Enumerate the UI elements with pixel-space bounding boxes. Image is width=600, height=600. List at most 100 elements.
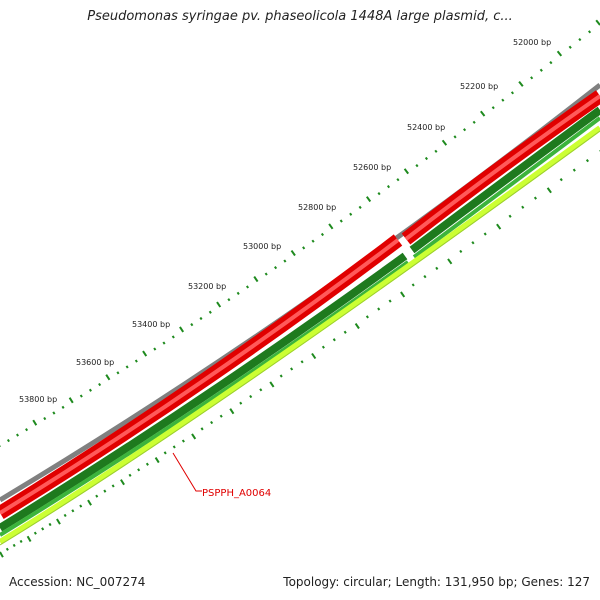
outer-ring-tick bbox=[510, 91, 515, 95]
outer-ring-tick bbox=[171, 335, 175, 339]
inner-ring-tick bbox=[103, 489, 107, 493]
inner-ring-tick bbox=[229, 408, 235, 415]
inner-ring-tick bbox=[533, 196, 538, 200]
inner-ring-tick bbox=[483, 232, 487, 236]
outer-ring-tick bbox=[245, 285, 250, 289]
tick-label-52600: 52600 bp bbox=[353, 163, 391, 172]
outer-ring-tick bbox=[43, 416, 47, 421]
tick-labels: 52000 bp 52200 bp 52400 bp 52600 bp 5280… bbox=[19, 38, 551, 404]
outer-ring-tick bbox=[396, 178, 400, 182]
map-title: Pseudomonas syringae pv. phaseolicola 14… bbox=[87, 9, 513, 24]
outer-ring-tick bbox=[358, 205, 362, 209]
outer-ring-tick bbox=[283, 259, 287, 263]
tick-label-53800: 53800 bp bbox=[19, 395, 57, 404]
outer-ring-tick bbox=[501, 98, 505, 102]
inner-ring-tick bbox=[95, 494, 99, 498]
inner-ring-tick bbox=[111, 484, 115, 488]
inner-ring-tick bbox=[63, 513, 67, 518]
outer-ring-tick bbox=[339, 219, 343, 223]
outer-ring-tick bbox=[199, 316, 203, 321]
inner-ring-tick bbox=[365, 315, 369, 319]
outer-ring-tick bbox=[25, 428, 29, 432]
outer-tick-ring bbox=[0, 19, 600, 447]
inner-ring-tick bbox=[0, 551, 4, 558]
outer-ring-tick bbox=[88, 388, 92, 392]
inner-ring-tick bbox=[343, 330, 347, 334]
inner-ring-tick bbox=[332, 338, 336, 342]
inner-ring-tick bbox=[219, 414, 223, 418]
outer-ring-tick bbox=[463, 128, 467, 132]
outer-ring-tick bbox=[6, 438, 10, 443]
outer-ring-tick bbox=[480, 110, 486, 117]
outer-ring-tick bbox=[236, 291, 240, 295]
inner-ring-tick bbox=[521, 205, 525, 209]
inner-ring-tick bbox=[279, 374, 283, 378]
inner-ring-tick bbox=[191, 433, 197, 440]
inner-ring-tick bbox=[145, 462, 149, 466]
tick-label-53000: 53000 bp bbox=[243, 242, 281, 251]
outer-ring-tick bbox=[472, 120, 476, 124]
outer-ring-tick bbox=[491, 106, 495, 110]
inner-ring-tick bbox=[290, 367, 294, 371]
outer-ring-tick bbox=[179, 326, 185, 333]
inner-ring-tick bbox=[137, 468, 141, 472]
outer-ring-tick bbox=[52, 411, 56, 415]
genome-stats-text: Topology: circular; Length: 131,950 bp; … bbox=[283, 575, 590, 589]
outer-ring-tick bbox=[162, 341, 166, 345]
inner-ring-tick bbox=[87, 499, 92, 506]
outer-ring-tick bbox=[518, 80, 524, 87]
outer-ring-tick bbox=[311, 239, 315, 243]
outer-ring-tick bbox=[595, 19, 600, 26]
inner-ring-tick bbox=[33, 531, 37, 535]
inner-tick-ring bbox=[0, 150, 600, 558]
outer-ring-tick bbox=[349, 212, 353, 216]
outer-ring-tick bbox=[16, 433, 19, 437]
outer-ring-tick bbox=[290, 250, 296, 257]
inner-ring-tick bbox=[5, 547, 9, 551]
outer-ring-tick bbox=[568, 45, 572, 49]
inner-ring-tick bbox=[259, 388, 263, 392]
inner-ring-tick bbox=[546, 187, 552, 194]
inner-ring-tick bbox=[210, 420, 214, 425]
accession-text: Accession: NC_007274 bbox=[9, 575, 146, 589]
inner-ring-tick bbox=[321, 345, 325, 349]
inner-ring-tick bbox=[354, 323, 360, 330]
outer-ring-tick bbox=[216, 301, 222, 308]
outer-ring-tick bbox=[302, 246, 306, 250]
inner-ring-tick bbox=[12, 543, 16, 547]
cds-band-mid bbox=[0, 116, 600, 537]
outer-ring-tick bbox=[153, 347, 157, 351]
inner-ring-tick bbox=[41, 527, 45, 531]
outer-ring-tick bbox=[61, 405, 65, 409]
outer-ring-tick bbox=[434, 149, 438, 153]
outer-ring-tick bbox=[320, 232, 325, 237]
cds-band-dark bbox=[0, 106, 600, 532]
inner-ring-tick bbox=[559, 178, 563, 182]
inner-ring-tick bbox=[471, 241, 475, 245]
inner-ring-tick bbox=[200, 427, 204, 431]
tick-label-53200: 53200 bp bbox=[188, 282, 226, 291]
tick-label-53600: 53600 bp bbox=[76, 358, 114, 367]
outer-ring-tick bbox=[105, 374, 111, 381]
inner-ring-tick bbox=[585, 159, 590, 163]
gene-label[interactable]: PSPPH_A0064 bbox=[202, 488, 271, 499]
inner-ring-tick bbox=[300, 360, 304, 364]
outer-ring-tick bbox=[98, 382, 102, 387]
inner-ring-tick bbox=[181, 439, 185, 443]
tick-label-52400: 52400 bp bbox=[407, 123, 445, 132]
outer-ring-tick bbox=[530, 76, 534, 80]
outer-ring-tick bbox=[441, 139, 448, 146]
outer-ring-tick bbox=[365, 196, 372, 203]
tick-label-52000: 52000 bp bbox=[513, 38, 551, 47]
outer-ring-tick bbox=[134, 359, 138, 363]
outer-ring-tick bbox=[556, 50, 563, 57]
inner-ring-tick bbox=[496, 223, 502, 230]
outer-ring-tick bbox=[415, 164, 419, 168]
inner-ring-tick bbox=[508, 214, 512, 218]
outer-ring-tick bbox=[403, 168, 410, 175]
gene-annotation[interactable]: PSPPH_A0064 bbox=[172, 452, 271, 499]
inner-ring-tick bbox=[447, 258, 453, 265]
inner-ring-tick bbox=[48, 522, 52, 527]
outer-ring-tick bbox=[273, 266, 278, 270]
